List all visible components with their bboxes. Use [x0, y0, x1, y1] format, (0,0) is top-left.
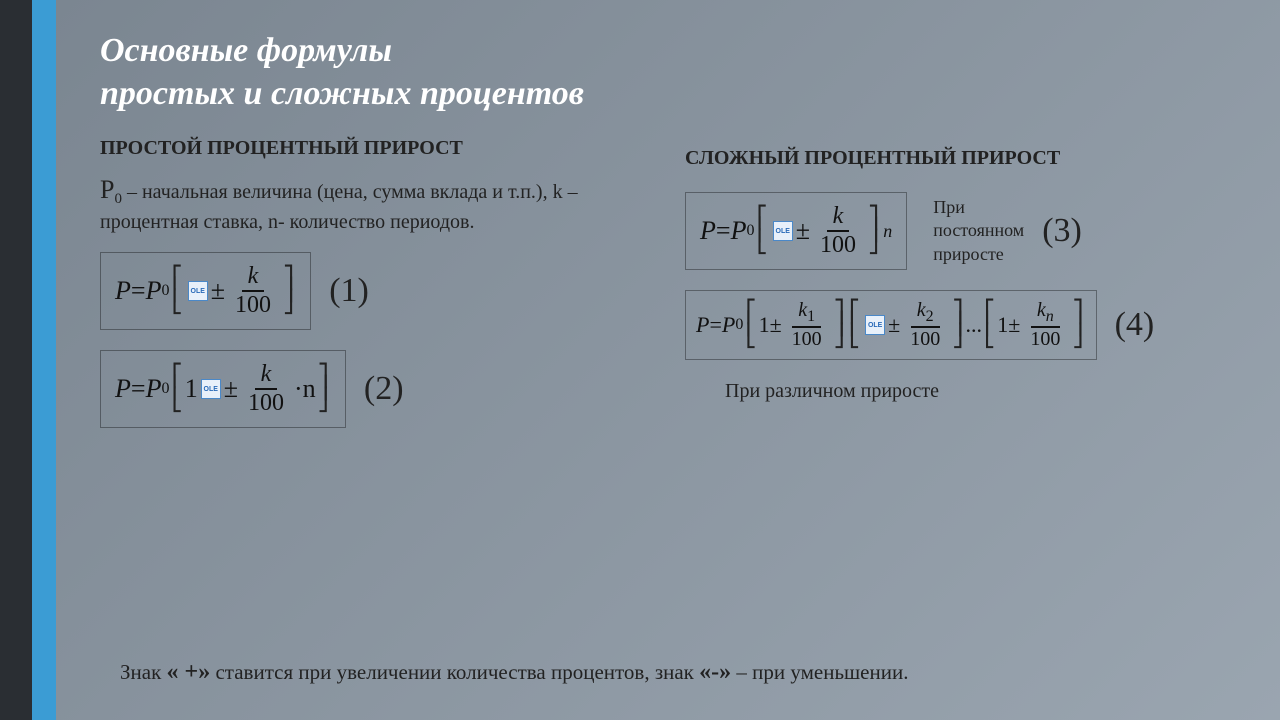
formula-4-row: P = P0 ⎡⎢⎣ 1 ± k1100 ⎤⎥⎦ ⎡⎢⎣ OLE ± k2100…	[685, 290, 1240, 360]
left-bracket-icon: ⎡⎢⎣	[848, 307, 861, 343]
formula-3-row: P = P0 ⎡⎢⎣ OLE ± k100 ⎤⎥⎦ n При постоянн…	[685, 192, 1240, 270]
right-bracket-icon: ⎤⎥⎦	[282, 273, 295, 309]
slide-title: Основные формулы простых и сложных проце…	[100, 30, 1240, 115]
left-column: ПРОСТОЙ ПРОЦЕНТНЫЙ ПРИРОСТ Р0 – начальна…	[100, 137, 655, 448]
right-bracket-icon: ⎤⎥⎦	[1071, 307, 1084, 343]
formula-1-label: (1)	[329, 272, 369, 310]
right-bracket-icon: ⎤⎥⎦	[317, 371, 330, 407]
footer-note: Знак « +» ставится при увеличении количе…	[120, 659, 1240, 686]
formula-2-label: (2)	[364, 370, 404, 408]
formula-1: P = P0 ⎡⎢⎣ OLE ± k100 ⎤⎥⎦	[100, 252, 311, 330]
title-line-2: простых и сложных процентов	[100, 75, 584, 112]
left-bracket-icon: ⎡⎢⎣	[755, 213, 768, 249]
formula-2-row: P = P0 ⎡⎢⎣ 1 OLE ± k100 ·n ⎤⎥⎦ (2)	[100, 350, 655, 428]
right-bracket-icon: ⎤⎥⎦	[833, 307, 846, 343]
formula-3: P = P0 ⎡⎢⎣ OLE ± k100 ⎤⎥⎦ n	[685, 192, 907, 270]
formula-3-note: При постоянном приросте	[933, 196, 1024, 266]
right-heading: СЛОЖНЫЙ ПРОЦЕНТНЫЙ ПРИРОСТ	[685, 147, 1240, 170]
formula-1-row: P = P0 ⎡⎢⎣ OLE ± k100 ⎤⎥⎦ (1)	[100, 252, 655, 330]
ole-icon: OLE	[201, 379, 221, 399]
left-bracket-icon: ⎡⎢⎣	[983, 307, 996, 343]
title-line-1: Основные формулы	[100, 32, 392, 69]
variable-description: Р0 – начальная величина (цена, сумма вкл…	[100, 172, 655, 236]
right-bracket-icon: ⎤⎥⎦	[951, 307, 964, 343]
left-bracket-icon: ⎡⎢⎣	[170, 273, 183, 309]
formula-4-label: (4)	[1115, 306, 1155, 344]
left-dark-bar	[0, 0, 32, 720]
formula-2: P = P0 ⎡⎢⎣ 1 OLE ± k100 ·n ⎤⎥⎦	[100, 350, 346, 428]
right-column: СЛОЖНЫЙ ПРОЦЕНТНЫЙ ПРИРОСТ P = P0 ⎡⎢⎣ OL…	[685, 137, 1240, 448]
formula-4: P = P0 ⎡⎢⎣ 1 ± k1100 ⎤⎥⎦ ⎡⎢⎣ OLE ± k2100…	[685, 290, 1097, 360]
ole-icon: OLE	[865, 315, 885, 335]
slide-content: Основные формулы простых и сложных проце…	[80, 0, 1260, 720]
ole-icon: OLE	[188, 281, 208, 301]
left-bracket-icon: ⎡⎢⎣	[170, 371, 183, 407]
left-accent-bar	[32, 0, 56, 720]
left-heading: ПРОСТОЙ ПРОЦЕНТНЫЙ ПРИРОСТ	[100, 137, 655, 160]
formula-3-label: (3)	[1042, 212, 1082, 250]
right-bracket-icon: ⎤⎥⎦	[867, 213, 880, 249]
formula-4-note: При различном приросте	[725, 380, 1240, 403]
ole-icon: OLE	[773, 221, 793, 241]
left-bracket-icon: ⎡⎢⎣	[744, 307, 757, 343]
